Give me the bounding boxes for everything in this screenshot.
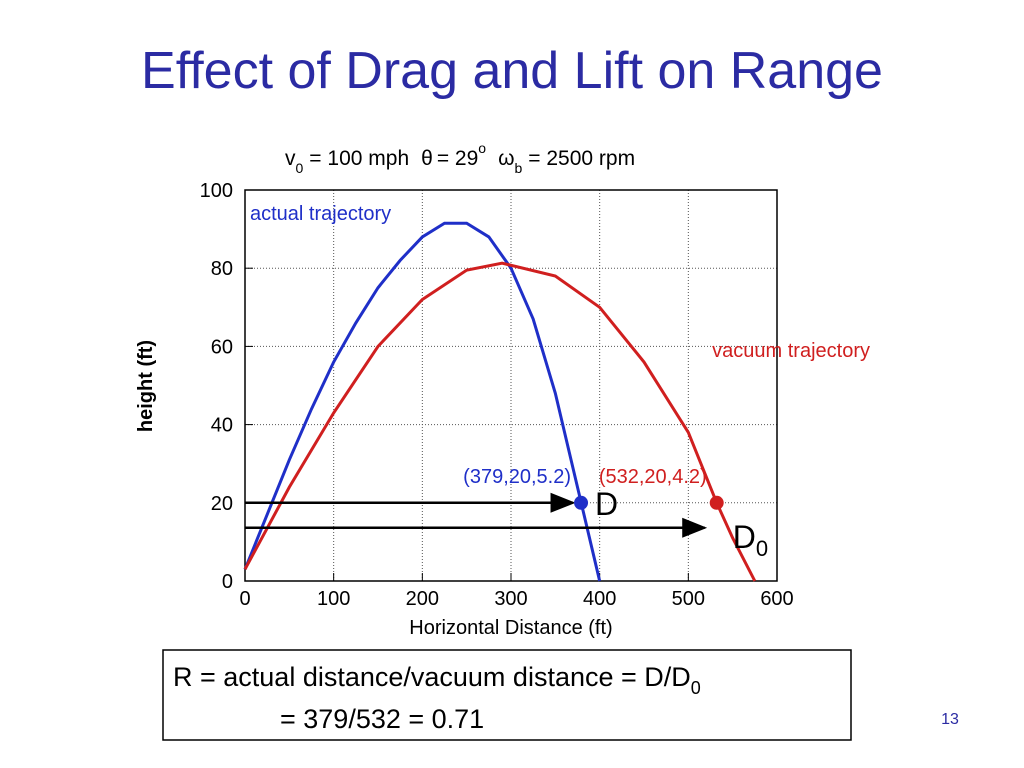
- formula-line: = 379/532 = 0.71: [280, 704, 484, 734]
- trajectory-line: [243, 221, 602, 582]
- point-marker: [709, 495, 724, 510]
- y-tick-label: 20: [211, 493, 233, 515]
- subtitle-part: 0: [296, 160, 304, 176]
- point-marker: [574, 495, 589, 510]
- x-tick-label: 400: [583, 588, 616, 610]
- x-axis-label: Horizontal Distance (ft): [409, 617, 612, 639]
- trajectory-line: [243, 261, 757, 582]
- subtitle-part: = 2500 rpm: [528, 147, 635, 170]
- subtitle-part: θ: [421, 147, 433, 170]
- formula-line: R = actual distance/vacuum distance = D/…: [173, 662, 701, 698]
- y-tick-label: 60: [211, 336, 233, 358]
- distance-sub: 0: [756, 536, 768, 561]
- subtitle-part: ω: [498, 147, 514, 170]
- distance-label: D0: [733, 519, 768, 561]
- x-tick-label: 200: [406, 588, 439, 610]
- x-tick-label: 300: [494, 588, 527, 610]
- subtitle-part: v: [285, 147, 296, 170]
- distance-name: D: [595, 486, 618, 522]
- x-tick-label: 100: [317, 588, 350, 610]
- point-label: (532,20,4.2): [599, 466, 707, 488]
- formula-part: 0: [691, 678, 701, 698]
- x-tick-label: 500: [672, 588, 705, 610]
- slide-title: Effect of Drag and Lift on Range: [141, 42, 883, 100]
- distance-label: D: [595, 486, 618, 522]
- x-tick-label: 0: [239, 588, 250, 610]
- page-number: 13: [941, 711, 959, 728]
- series-label: actual trajectory: [250, 203, 391, 225]
- series-label: vacuum trajectory: [712, 340, 870, 362]
- y-tick-label: 0: [222, 571, 233, 593]
- subtitle-part: b: [514, 160, 522, 176]
- y-tick-label: 80: [211, 258, 233, 280]
- chart-subtitle: v0 = 100 mph θ = 29o ωb = 2500 rpm: [285, 140, 635, 176]
- subtitle-part: o: [478, 140, 486, 156]
- formula-part: R = actual distance/vacuum distance = D/…: [173, 662, 691, 692]
- formula-box: [162, 649, 852, 741]
- y-tick-label: 100: [200, 180, 233, 202]
- x-tick-label: 600: [760, 588, 793, 610]
- y-tick-label: 40: [211, 415, 233, 437]
- plot-frame: [244, 189, 778, 582]
- subtitle-part: = 100 mph: [309, 147, 409, 170]
- point-label: (379,20,5.2): [463, 466, 571, 488]
- distance-name: D: [733, 519, 756, 555]
- y-axis-label: height (ft): [135, 340, 157, 432]
- subtitle-part: = 29: [437, 147, 478, 170]
